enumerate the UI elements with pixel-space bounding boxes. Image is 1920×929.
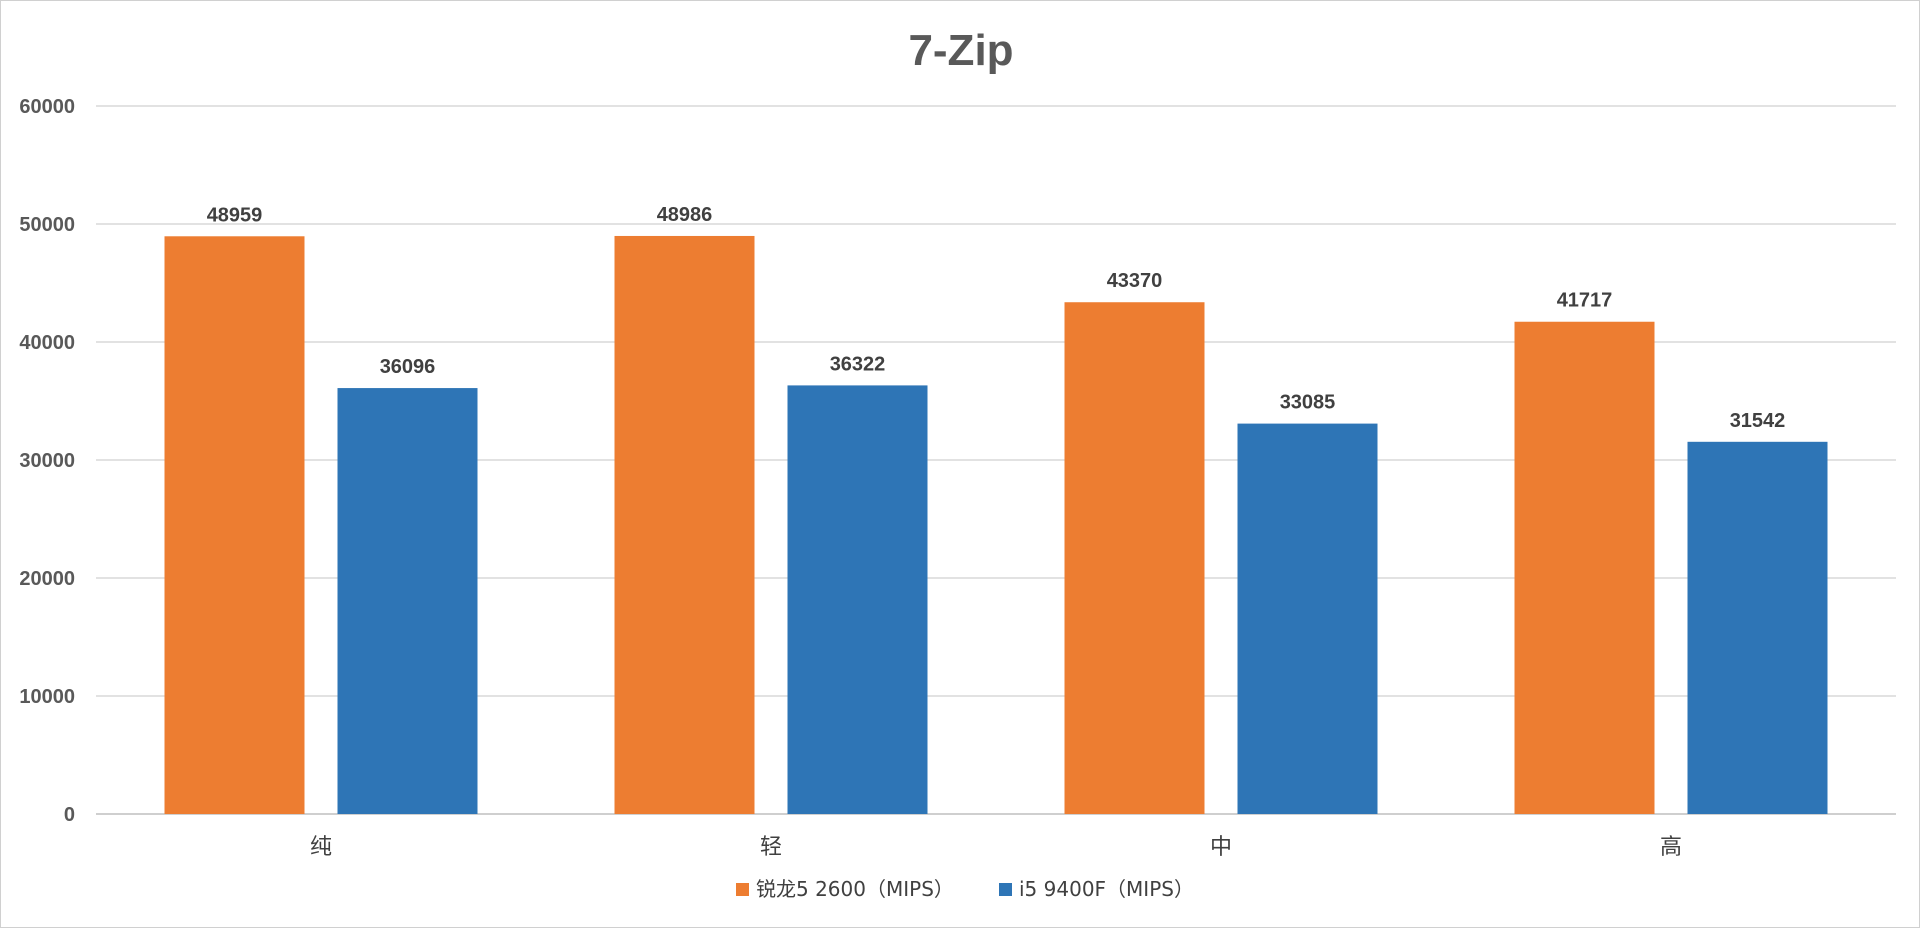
legend-label: 锐龙5 2600（MIPS）	[756, 877, 954, 901]
data-label: 36322	[830, 353, 886, 375]
y-tick-label: 50000	[19, 214, 75, 236]
data-label: 31542	[1730, 410, 1786, 432]
data-labels: 48959 36096 48986 36322 43370 33085 41717 31542	[207, 204, 1786, 432]
bar-i5-0	[337, 388, 478, 814]
x-axis-categories: 纯轻中高	[310, 835, 1682, 860]
y-tick-label: 10000	[19, 686, 75, 708]
bar-i5-1	[787, 385, 928, 814]
data-label: 48959	[207, 204, 263, 226]
x-category-label: 高	[1660, 835, 1682, 860]
bar-ryzen-0	[164, 236, 305, 814]
y-tick-label: 40000	[19, 332, 75, 354]
x-category-label: 纯	[310, 835, 332, 860]
legend-swatch	[999, 883, 1012, 896]
data-label: 33085	[1280, 392, 1336, 414]
data-label: 36096	[380, 356, 436, 378]
data-label: 48986	[657, 204, 713, 226]
bar-ryzen-3	[1514, 321, 1655, 814]
y-tick-label: 30000	[19, 450, 75, 472]
legend-label: i5 9400F（MIPS）	[1019, 877, 1194, 901]
legend-swatch	[736, 883, 749, 896]
bars	[164, 235, 1828, 814]
y-tick-label: 0	[64, 804, 75, 826]
y-axis-ticks: 0 10000 20000 30000 40000 50000 60000	[19, 96, 75, 826]
y-tick-label: 60000	[19, 96, 75, 118]
bar-i5-2	[1237, 423, 1378, 814]
bar-i5-3	[1687, 441, 1828, 814]
x-category-label: 轻	[760, 835, 782, 860]
data-label: 43370	[1107, 270, 1163, 292]
data-label: 41717	[1557, 290, 1613, 312]
legend: 锐龙5 2600（MIPS） i5 9400F（MIPS）	[736, 877, 1194, 901]
bar-ryzen-1	[614, 235, 755, 814]
x-category-label: 中	[1210, 835, 1232, 860]
chart-title: 7-Zip	[908, 26, 1013, 75]
y-tick-label: 20000	[19, 568, 75, 590]
bar-ryzen-2	[1064, 302, 1205, 814]
